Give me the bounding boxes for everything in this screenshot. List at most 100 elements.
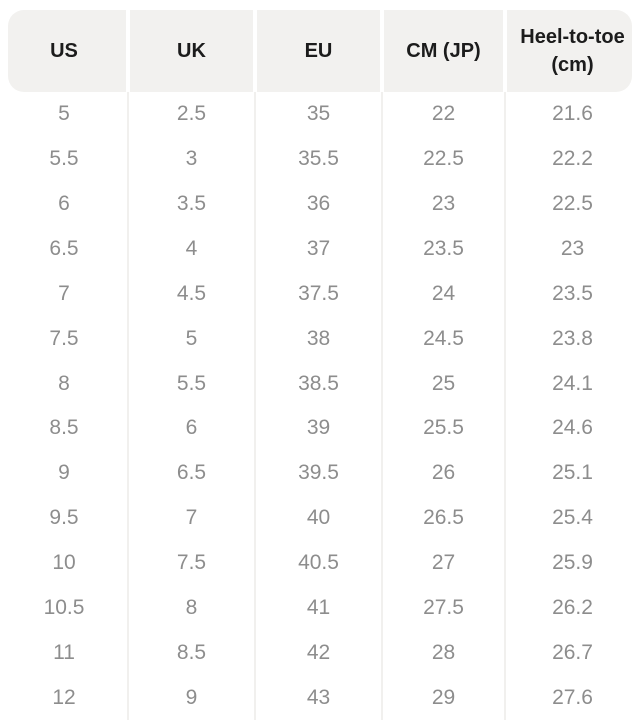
table-header-row: US UK EU CM (JP) Heel-to-toe (cm) xyxy=(0,10,640,92)
cell-us: 7.5 xyxy=(49,326,79,350)
cell-uk: 7 xyxy=(185,506,198,530)
header-column-gap xyxy=(503,10,507,92)
cell-cm-jp: 24.5 xyxy=(423,326,464,350)
table-row: 9.5 7 40 26.5 25.4 xyxy=(0,496,640,541)
header-eu: EU xyxy=(304,40,333,62)
size-table-body: 5 2.5 35 22 21.6 5.5 3 35.5 22.5 22.2 6 … xyxy=(0,92,640,720)
cell-us: 8.5 xyxy=(49,416,79,440)
table-row: 5.5 3 35.5 22.5 22.2 xyxy=(0,137,640,182)
cell-eu: 37 xyxy=(306,237,331,260)
cell-us: 9.5 xyxy=(49,506,79,530)
cell-heel-to-toe: 25.1 xyxy=(552,461,593,485)
cell-heel-to-toe: 23.8 xyxy=(552,326,593,350)
cell-uk: 3 xyxy=(185,147,198,171)
cell-uk: 4 xyxy=(185,237,198,260)
cell-heel-to-toe: 26.7 xyxy=(552,640,593,664)
cell-cm-jp: 24 xyxy=(431,281,456,305)
table-row: 12 9 43 29 27.6 xyxy=(0,675,640,720)
cell-uk: 8.5 xyxy=(176,640,207,664)
table-row: 10.5 8 41 27.5 26.2 xyxy=(0,585,640,630)
cell-heel-to-toe: 27.6 xyxy=(552,685,593,709)
cell-us: 9 xyxy=(58,461,70,485)
cell-cm-jp: 27 xyxy=(431,551,456,575)
cell-heel-to-toe: 25.9 xyxy=(552,551,593,575)
column-divider xyxy=(381,92,383,720)
cell-eu: 35 xyxy=(306,102,331,126)
header-us: US xyxy=(50,40,78,62)
cell-us: 10.5 xyxy=(43,595,85,619)
cell-cm-jp: 28 xyxy=(431,640,456,664)
cell-us: 5 xyxy=(58,102,70,126)
cell-uk: 5.5 xyxy=(176,371,207,395)
cell-uk: 2.5 xyxy=(176,102,207,126)
cell-eu: 42 xyxy=(306,640,331,664)
cell-uk: 6 xyxy=(185,416,198,440)
cell-uk: 6.5 xyxy=(176,461,207,485)
cell-cm-jp: 25 xyxy=(431,371,456,395)
cell-heel-to-toe: 24.6 xyxy=(552,416,593,440)
column-divider xyxy=(254,92,256,720)
table-row: 6 3.5 36 23 22.5 xyxy=(0,182,640,227)
table-row: 8.5 6 39 25.5 24.6 xyxy=(0,406,640,451)
cell-us: 6.5 xyxy=(49,237,79,260)
cell-heel-to-toe: 23.5 xyxy=(552,281,593,305)
cell-heel-to-toe: 24.1 xyxy=(552,371,593,395)
cell-eu: 39 xyxy=(306,416,331,440)
cell-heel-to-toe: 26.2 xyxy=(552,595,593,619)
cell-uk: 8 xyxy=(185,595,198,619)
header-column-gap xyxy=(380,10,384,92)
header-cm-jp: CM (JP) xyxy=(406,40,481,62)
cell-us: 6 xyxy=(58,192,70,216)
column-divider xyxy=(504,92,506,720)
cell-cm-jp: 25.5 xyxy=(423,416,464,440)
cell-cm-jp: 29 xyxy=(431,685,456,709)
cell-cm-jp: 23 xyxy=(431,192,456,216)
cell-cm-jp: 23.5 xyxy=(423,237,464,260)
cell-heel-to-toe: 23 xyxy=(560,237,585,260)
cell-heel-to-toe: 22.2 xyxy=(552,147,593,171)
cell-uk: 5 xyxy=(185,326,198,350)
cell-eu: 37.5 xyxy=(298,281,339,305)
table-row: 8 5.5 38.5 25 24.1 xyxy=(0,361,640,406)
cell-heel-to-toe: 21.6 xyxy=(552,102,593,126)
header-column-gap xyxy=(253,10,257,92)
table-row: 6.5 4 37 23.5 23 xyxy=(0,227,640,272)
column-divider xyxy=(127,92,129,720)
cell-us: 10 xyxy=(52,551,76,575)
cell-eu: 38 xyxy=(306,326,331,350)
table-row: 9 6.5 39.5 26 25.1 xyxy=(0,451,640,496)
cell-eu: 38.5 xyxy=(298,371,339,395)
table-row: 10 7.5 40.5 27 25.9 xyxy=(0,541,640,586)
cell-uk: 3.5 xyxy=(176,192,207,216)
table-row: 7 4.5 37.5 24 23.5 xyxy=(0,271,640,316)
cell-eu: 41 xyxy=(306,595,331,619)
cell-eu: 40 xyxy=(306,506,331,530)
cell-uk: 9 xyxy=(185,685,198,709)
cell-cm-jp: 22.5 xyxy=(423,147,464,171)
table-row: 7.5 5 38 24.5 23.8 xyxy=(0,316,640,361)
cell-cm-jp: 22 xyxy=(431,102,456,126)
table-row: 11 8.5 42 28 26.7 xyxy=(0,630,640,675)
cell-heel-to-toe: 22.5 xyxy=(552,192,593,216)
table-row: 5 2.5 35 22 21.6 xyxy=(0,92,640,137)
cell-cm-jp: 27.5 xyxy=(423,595,464,619)
cell-us: 8 xyxy=(58,371,70,395)
cell-us: 12 xyxy=(52,685,76,709)
cell-eu: 35.5 xyxy=(298,147,339,171)
header-column-gap xyxy=(126,10,130,92)
cell-eu: 36 xyxy=(306,192,331,216)
cell-us: 11 xyxy=(53,640,75,664)
cell-eu: 39.5 xyxy=(298,461,339,485)
cell-eu: 43 xyxy=(306,685,331,709)
header-heel-to-toe: Heel-to-toe (cm) xyxy=(520,26,625,76)
cell-cm-jp: 26 xyxy=(431,461,456,485)
cell-uk: 4.5 xyxy=(176,281,207,305)
header-uk: UK xyxy=(177,40,206,62)
cell-us: 5.5 xyxy=(49,147,79,171)
cell-heel-to-toe: 25.4 xyxy=(552,506,593,530)
cell-uk: 7.5 xyxy=(176,551,207,575)
table-header-background xyxy=(8,10,632,92)
cell-us: 7 xyxy=(58,281,70,305)
cell-cm-jp: 26.5 xyxy=(423,506,464,530)
